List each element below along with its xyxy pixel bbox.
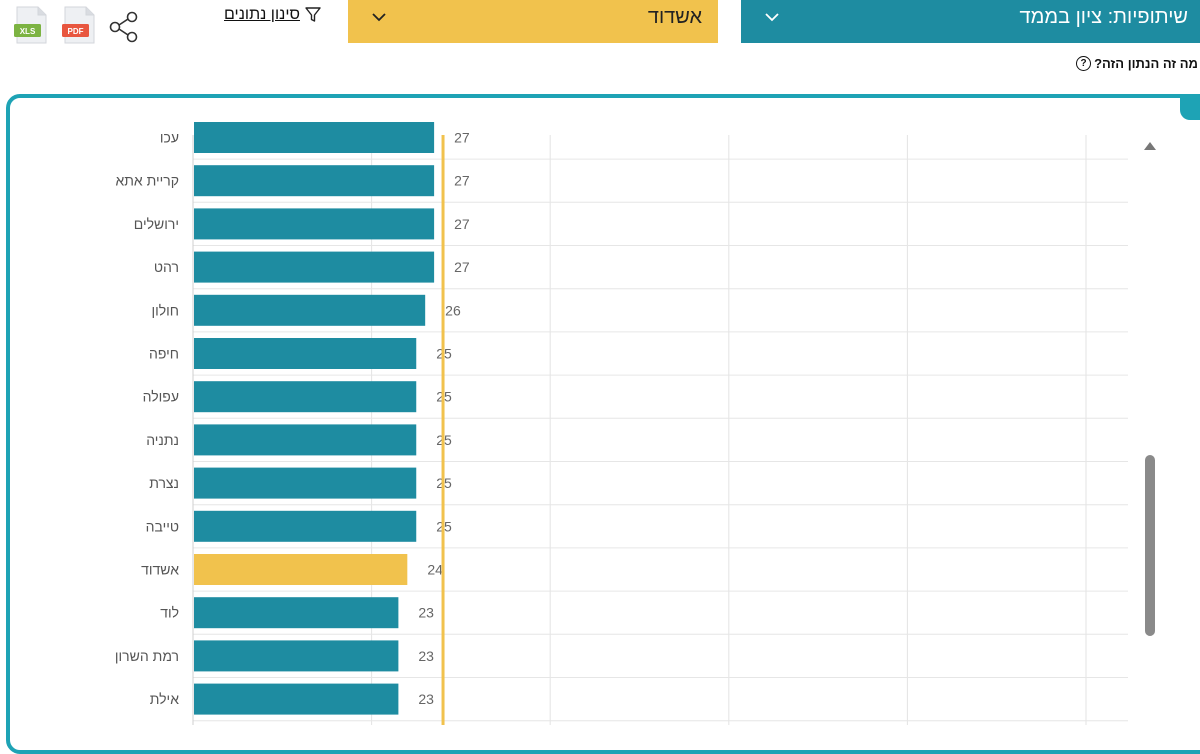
bar[interactable] <box>194 597 399 629</box>
data-label: 26 <box>445 302 461 318</box>
xls-label: XLS <box>20 27 36 36</box>
metric-dropdown-label: שיתופיות: ציון בממד <box>1019 6 1189 28</box>
data-label: 24 <box>427 562 443 578</box>
category-label: טייבה <box>146 518 179 534</box>
scroll-up-arrow-icon[interactable] <box>1144 142 1156 150</box>
chevron-down-icon <box>765 13 779 22</box>
xls-file-icon: XLS <box>14 6 47 44</box>
pdf-label: PDF <box>68 27 84 36</box>
bar[interactable] <box>194 251 435 283</box>
bar[interactable] <box>194 424 417 456</box>
chart-area: עכו 27 קריית אתא 27 ירושלים 27 רהט 27 חולון 26 חיפ… <box>115 122 1128 725</box>
data-label: 27 <box>454 130 470 146</box>
bar[interactable] <box>194 338 417 369</box>
data-label: 27 <box>454 173 470 189</box>
category-label: חיפה <box>149 346 179 362</box>
pdf-file-icon: PDF <box>62 6 95 44</box>
bar[interactable] <box>194 510 417 542</box>
data-label: 23 <box>418 691 434 707</box>
bar-chart: עכו 27 קריית אתא 27 ירושלים 27 רהט 27 חולון 26 חיפ… <box>115 122 1128 725</box>
bar[interactable] <box>194 294 426 326</box>
category-label: לוד <box>160 605 179 621</box>
chevron-down-icon <box>372 13 386 22</box>
category-label: עכו <box>160 130 179 146</box>
bar[interactable] <box>194 208 435 240</box>
data-label: 23 <box>418 605 434 621</box>
category-label: רמת השרון <box>115 648 179 664</box>
category-label: אילת <box>150 691 179 707</box>
data-label: 27 <box>454 216 470 232</box>
scrollbar-graphic <box>1144 142 1156 636</box>
category-label: נתניה <box>146 432 179 448</box>
city-dropdown-label: אשדוד <box>647 6 702 28</box>
download-pdf-button[interactable]: PDF <box>62 6 96 44</box>
bar[interactable] <box>194 467 417 499</box>
help-text: מה זה הנתון הזה? <box>1094 56 1198 71</box>
category-label: חולון <box>151 302 179 318</box>
category-label: אשדוד <box>141 562 179 578</box>
filter-data-link[interactable]: סינון נתונים <box>224 4 322 26</box>
category-label: עפולה <box>143 389 179 405</box>
download-xls-button[interactable]: XLS <box>14 6 48 44</box>
question-circle-icon: ? <box>1076 56 1092 71</box>
scrollbar-thumb[interactable] <box>1145 455 1155 636</box>
bar[interactable] <box>194 381 417 413</box>
what-is-this-data-link[interactable]: מה זה הנתון הזה? ? <box>1076 56 1198 71</box>
category-label: קריית אתא <box>115 173 179 189</box>
category-label: נצרת <box>149 475 179 491</box>
bar[interactable] <box>194 640 399 672</box>
panel-corner-tab <box>1180 94 1200 120</box>
bar[interactable] <box>194 165 435 197</box>
city-dropdown[interactable]: אשדוד <box>348 0 718 43</box>
bar[interactable] <box>194 554 408 585</box>
filter-data-label: סינון נתונים <box>224 6 300 23</box>
share-button[interactable] <box>108 10 140 44</box>
toolbar: שיתופיות: ציון בממד אשדוד סינון נתונים <box>0 0 1200 44</box>
data-label: 27 <box>454 259 470 275</box>
category-label: רהט <box>154 259 179 275</box>
metric-dropdown[interactable]: שיתופיות: ציון בממד <box>741 0 1200 43</box>
category-label: ירושלים <box>134 216 179 232</box>
chart-scrollbar[interactable] <box>1141 135 1159 725</box>
bar[interactable] <box>194 122 435 153</box>
filter-icon <box>305 7 321 22</box>
share-icon <box>109 11 138 43</box>
bar[interactable] <box>194 683 399 715</box>
data-label: 23 <box>418 648 434 664</box>
